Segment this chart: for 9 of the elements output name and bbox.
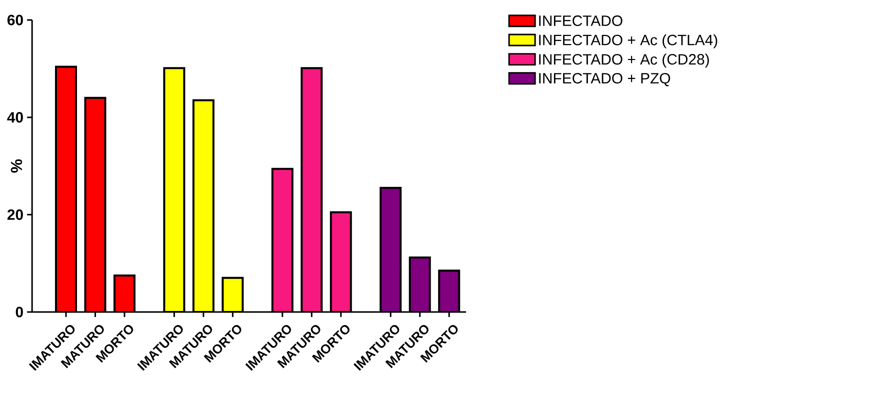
legend-label: INFECTADO: [539, 15, 622, 26]
y-tick-label: 20: [7, 209, 23, 220]
legend-label: INFECTADO + Ac (CD28): [539, 54, 709, 68]
y-tick-label: 60: [7, 14, 23, 26]
legend-label: INFECTADO + PZQ: [539, 72, 670, 86]
y-tick-label: 40: [7, 112, 23, 123]
y-tick-label: 0: [16, 306, 23, 318]
legend-label: INFECTADO + Ac (CTLA4): [539, 34, 718, 48]
y-axis-title: %: [10, 159, 22, 173]
